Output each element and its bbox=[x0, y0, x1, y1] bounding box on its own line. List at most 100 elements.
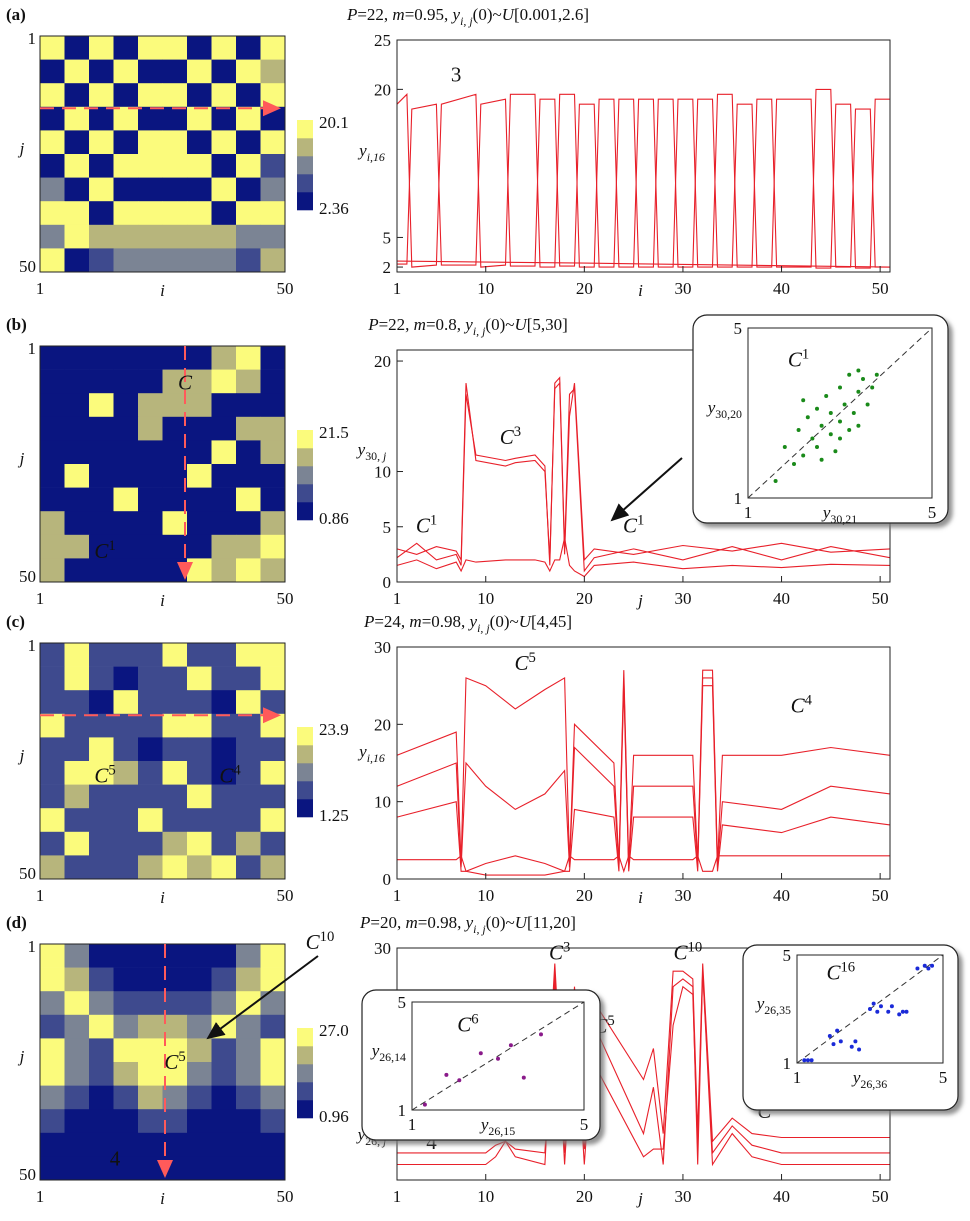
plot-frame bbox=[396, 39, 891, 273]
heatmap-cell bbox=[236, 36, 261, 60]
heatmap-cell bbox=[40, 106, 65, 131]
y-tick-label: 20 bbox=[374, 715, 391, 734]
heatmap-cell bbox=[211, 1062, 237, 1086]
y-tick-label: 0 bbox=[383, 870, 392, 889]
heatmap-cell bbox=[260, 487, 286, 512]
heatmap-cell bbox=[89, 224, 114, 249]
heatmap-cell bbox=[236, 761, 261, 785]
heatmap-cell bbox=[89, 106, 114, 131]
heatmap-cell bbox=[211, 154, 237, 178]
heatmap-cell bbox=[260, 106, 286, 131]
panel-title: P=22, m=0.8, yi, j(0)~U[5,30] bbox=[367, 315, 568, 338]
chart-annotation: 4 bbox=[426, 1130, 437, 1154]
scatter-point bbox=[802, 1058, 807, 1063]
heatmap-cell bbox=[89, 369, 114, 394]
x-tick-label: 50 bbox=[872, 886, 889, 905]
heatmap-cell bbox=[187, 83, 212, 108]
heatmap-cell bbox=[138, 59, 163, 84]
text-part: C bbox=[178, 370, 193, 394]
heatmap-cell bbox=[89, 464, 114, 488]
text-part: 1 bbox=[430, 512, 437, 528]
text-part: 30,21 bbox=[830, 512, 857, 526]
heatmap-cell bbox=[40, 808, 65, 833]
text-part: 10 bbox=[320, 929, 335, 945]
y-tick-label: 30 bbox=[374, 939, 391, 958]
heatmap-cell bbox=[138, 346, 163, 370]
heatmap-cell bbox=[236, 1062, 261, 1086]
heatmap-cell bbox=[187, 106, 212, 131]
colorbar-swatch bbox=[297, 448, 313, 467]
heatmap-cell bbox=[236, 1038, 261, 1063]
heatmap-cell bbox=[64, 944, 90, 968]
scatter-point bbox=[842, 402, 847, 407]
text-part: C bbox=[164, 1050, 179, 1074]
heatmap-cell bbox=[211, 690, 237, 715]
y-axis-label: yi,16 bbox=[357, 141, 385, 164]
x-tick-label: 1 bbox=[393, 279, 402, 298]
heatmap-cell bbox=[89, 855, 114, 880]
heatmap-frame bbox=[39, 345, 286, 583]
text-part: y bbox=[357, 141, 367, 160]
scatter-point bbox=[838, 1039, 843, 1044]
text-part: C bbox=[826, 960, 841, 984]
heatmap-cell bbox=[89, 154, 114, 178]
heatmap-cell bbox=[64, 690, 90, 715]
heatmap-cell bbox=[211, 130, 237, 155]
heatmap-cell bbox=[187, 511, 212, 536]
colorbar-swatch bbox=[297, 799, 313, 818]
text-part: C bbox=[788, 347, 803, 371]
text-part: 3 bbox=[514, 424, 521, 440]
heatmap-cell bbox=[113, 944, 139, 968]
heatmap-cell bbox=[89, 1062, 114, 1086]
heatmap-cell bbox=[162, 534, 188, 559]
heatmap-cell bbox=[64, 154, 90, 178]
heatmap-cell bbox=[211, 713, 237, 738]
text-part: =22, bbox=[357, 5, 392, 24]
colorbar-swatch bbox=[297, 192, 313, 211]
heatmap-cell bbox=[236, 558, 261, 583]
heatmap-cell bbox=[187, 1062, 212, 1086]
y-tick-label: 25 bbox=[374, 31, 391, 50]
scatter-point bbox=[478, 1051, 483, 1056]
heatmap-cell bbox=[113, 1132, 139, 1157]
heatmap-cell bbox=[260, 967, 286, 992]
heatmap-cell bbox=[260, 248, 286, 273]
heatmap-cell bbox=[211, 177, 237, 202]
heatmap-cell bbox=[236, 83, 261, 108]
heatmap-cell bbox=[89, 36, 114, 60]
heatmap-cell bbox=[40, 440, 65, 465]
heatmap-cell bbox=[40, 130, 65, 155]
scatter-point bbox=[865, 402, 870, 407]
heatmap-cell bbox=[236, 511, 261, 536]
panel-label: (a) bbox=[6, 5, 26, 24]
heatmap-cell bbox=[211, 464, 237, 488]
y-tick-label: 1 bbox=[28, 339, 37, 358]
heatmap-cell bbox=[113, 487, 139, 512]
text-part: 3 bbox=[563, 940, 570, 956]
inset-box bbox=[692, 314, 949, 524]
heatmap-cell bbox=[64, 643, 90, 667]
text-part: [11,20] bbox=[527, 913, 576, 932]
panel: (d) P=20, m=0.98, yi, j(0)~U[11,20]1 50150… bbox=[6, 913, 959, 1208]
chart-annotation: C4 bbox=[791, 693, 813, 718]
scatter-point bbox=[886, 1009, 891, 1014]
heatmap-cell bbox=[113, 224, 139, 249]
heatmap-cell bbox=[260, 201, 286, 226]
heatmap-cell bbox=[138, 393, 163, 418]
heatmap-cell bbox=[187, 36, 212, 60]
heatmap-cell bbox=[260, 224, 286, 249]
heatmap-frame bbox=[39, 35, 286, 273]
scatter-point bbox=[521, 1075, 526, 1080]
heatmap-cell bbox=[187, 464, 212, 488]
heatmap-cell bbox=[236, 784, 261, 809]
text-part: 26,15 bbox=[488, 1124, 515, 1138]
text-part: (0)~ bbox=[486, 913, 515, 932]
chart-annotation: C10 bbox=[674, 940, 703, 965]
text-part: m bbox=[405, 913, 417, 932]
text-part: =0.98, bbox=[422, 612, 470, 631]
y-axis-label: j bbox=[18, 139, 25, 158]
text-part: y bbox=[463, 315, 473, 334]
heatmap-cell bbox=[64, 36, 90, 60]
x-tick-label: 50 bbox=[277, 886, 294, 905]
x-tick-label: 5 bbox=[928, 503, 937, 522]
